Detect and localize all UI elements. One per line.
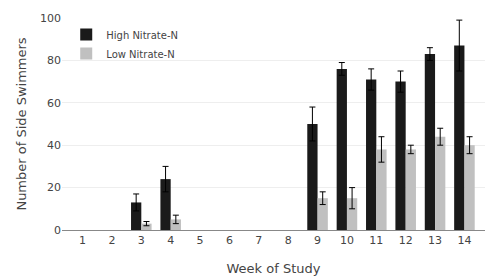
svg-text:3: 3	[138, 234, 145, 247]
svg-text:2: 2	[108, 234, 115, 247]
svg-text:1: 1	[79, 234, 86, 247]
svg-text:9: 9	[314, 234, 321, 247]
svg-text:Week of Study: Week of Study	[227, 261, 321, 276]
svg-text:14: 14	[457, 234, 471, 247]
svg-text:100: 100	[40, 12, 61, 25]
svg-text:40: 40	[47, 139, 61, 152]
svg-text:12: 12	[399, 234, 413, 247]
svg-text:5: 5	[197, 234, 204, 247]
svg-text:6: 6	[226, 234, 233, 247]
svg-text:60: 60	[47, 97, 61, 110]
svg-text:13: 13	[428, 234, 442, 247]
svg-text:Number of Side Swimmers: Number of Side Swimmers	[14, 37, 29, 210]
svg-text:4: 4	[167, 234, 174, 247]
svg-text:80: 80	[47, 54, 61, 67]
svg-text:10: 10	[340, 234, 354, 247]
svg-text:High Nitrate-N: High Nitrate-N	[106, 30, 178, 41]
svg-text:8: 8	[285, 234, 292, 247]
svg-text:11: 11	[369, 234, 383, 247]
svg-text:Low Nitrate-N: Low Nitrate-N	[106, 49, 174, 60]
svg-text:0: 0	[54, 224, 61, 237]
svg-text:20: 20	[47, 181, 61, 194]
svg-text:7: 7	[255, 234, 262, 247]
